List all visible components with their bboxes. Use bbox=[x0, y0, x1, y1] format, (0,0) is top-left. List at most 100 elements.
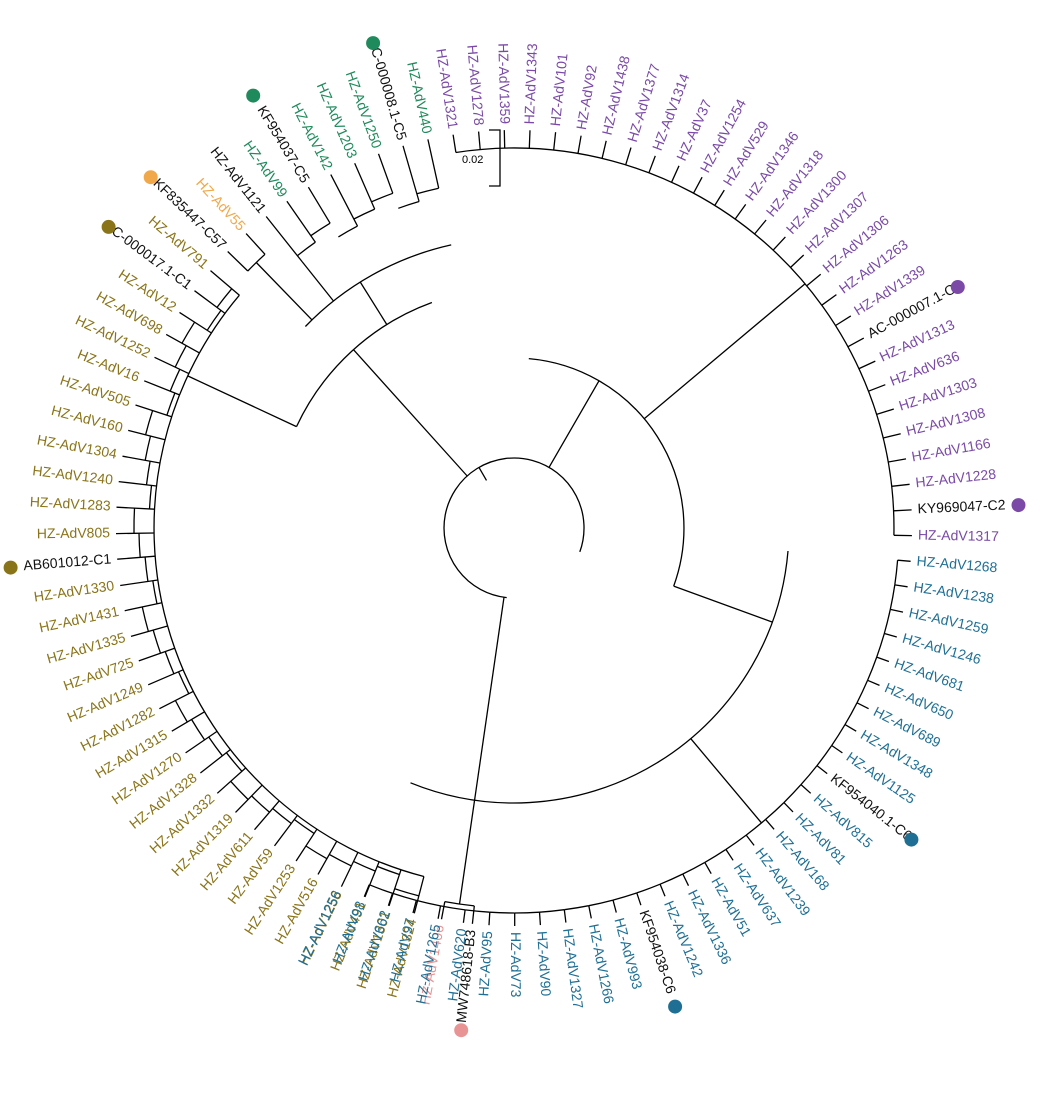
branch-segment bbox=[844, 724, 857, 732]
branch-segment bbox=[154, 356, 190, 375]
clade-c6-stem bbox=[673, 585, 773, 623]
clade-c5-arc bbox=[304, 244, 452, 327]
branch-segment bbox=[671, 165, 680, 183]
clade-c1-subarc bbox=[293, 818, 315, 834]
clade-c5-subarc bbox=[296, 241, 316, 257]
clade-c-arc bbox=[295, 301, 433, 427]
clade-c6-subarc bbox=[867, 656, 878, 681]
leaf-label: HZ-AdV1238 bbox=[913, 579, 996, 607]
branch-segment bbox=[868, 384, 886, 392]
branch-segment bbox=[704, 862, 712, 875]
clade-c1-subarc bbox=[152, 580, 158, 605]
branch-segment bbox=[117, 555, 156, 560]
clade-c1-subarc bbox=[152, 629, 162, 654]
branch-segment bbox=[725, 849, 734, 861]
clade-c1-stem bbox=[187, 375, 297, 428]
leaf-label: HZ-AdV1317 bbox=[918, 527, 999, 545]
branch-segment bbox=[330, 174, 359, 227]
branch-segment bbox=[254, 800, 280, 831]
clade-c6-subarc bbox=[682, 861, 706, 875]
branch-segment bbox=[402, 145, 420, 202]
branch-segment bbox=[124, 602, 163, 612]
clade-c6-subarc bbox=[783, 784, 802, 804]
branch-segment bbox=[772, 236, 786, 251]
branch-segment bbox=[185, 730, 218, 754]
clade-c6-subarc bbox=[883, 609, 891, 634]
clade-c5-subarc bbox=[371, 192, 394, 203]
root-stem bbox=[478, 467, 488, 481]
branch-segment bbox=[143, 380, 180, 396]
branch-segment bbox=[897, 559, 911, 562]
clade-c-stem bbox=[352, 349, 468, 477]
branch-segment bbox=[194, 290, 226, 314]
branch-segment bbox=[199, 749, 231, 774]
branch-segment bbox=[790, 254, 805, 268]
branch-segment bbox=[116, 506, 155, 510]
clade-c1-subarc bbox=[208, 736, 223, 757]
branch-segment bbox=[754, 219, 767, 235]
clade-c1-subarc bbox=[272, 808, 292, 825]
clade-c6-subarc bbox=[876, 633, 885, 658]
tree-branches bbox=[115, 130, 912, 926]
scale-bar-label: 0.02 bbox=[462, 154, 483, 166]
clade-c6-subarc bbox=[465, 909, 490, 913]
clade-c6-subarc bbox=[440, 905, 466, 911]
leaf-label: HZ-AdV1283 bbox=[29, 493, 111, 513]
branch-segment bbox=[883, 433, 901, 439]
clade-c1-subarc bbox=[144, 410, 154, 435]
branch-segment bbox=[693, 176, 703, 194]
clade-c6-subarc bbox=[539, 909, 565, 913]
branch-segment bbox=[118, 480, 157, 487]
branch-segment bbox=[377, 153, 394, 194]
leaf-label: HZ-AdV1268 bbox=[916, 553, 998, 576]
clade-c6-subarc bbox=[659, 873, 684, 885]
clade-c2-stem bbox=[643, 283, 806, 420]
clade-c6-subarc bbox=[816, 745, 833, 767]
reference-markers bbox=[3, 36, 1026, 1038]
branch-segment bbox=[471, 905, 475, 924]
branch-segment bbox=[894, 584, 908, 588]
branch-segment bbox=[216, 767, 247, 794]
reference-marker bbox=[454, 1023, 469, 1038]
reference-marker bbox=[3, 560, 18, 575]
branch-segment bbox=[876, 408, 894, 416]
branch-segment bbox=[427, 139, 440, 189]
branch-segment bbox=[138, 647, 175, 662]
reference-marker bbox=[246, 88, 261, 103]
branch-segment bbox=[835, 315, 852, 327]
reference-marker bbox=[366, 36, 381, 51]
branch-segment bbox=[765, 818, 775, 830]
clade-c5-subarc bbox=[416, 187, 439, 195]
clade-c2c6-stem bbox=[548, 380, 600, 468]
branch-segment bbox=[245, 233, 266, 255]
leaf-label: HZ-AdV1330 bbox=[33, 577, 116, 605]
reference-marker bbox=[101, 219, 116, 234]
clade-c6-subarc bbox=[844, 702, 858, 725]
leaf-labels: MW748618-B3HZ-AdV1406HZ-AdV1324HZ-AdV130… bbox=[23, 37, 1006, 1024]
branch-segment bbox=[891, 483, 910, 487]
branch-segment bbox=[462, 909, 466, 923]
clade-c6-subarc bbox=[416, 899, 441, 907]
clade-c6-subarc bbox=[489, 911, 515, 914]
leaf-label: HZ-AdV1327 bbox=[560, 927, 586, 1010]
clade-c6-subarc bbox=[831, 724, 846, 746]
clade-c1-subarc bbox=[145, 461, 151, 485]
branch-segment bbox=[128, 429, 166, 441]
branch-segment bbox=[783, 802, 794, 813]
leaf-label: HZ-AdV92 bbox=[573, 64, 600, 131]
branch-segment bbox=[806, 273, 822, 287]
branch-segment bbox=[413, 876, 425, 914]
branch-segment bbox=[800, 784, 812, 794]
clade-c6-subarc bbox=[612, 892, 638, 901]
branch-segment bbox=[452, 134, 457, 153]
branch-segment bbox=[893, 509, 912, 512]
branch-segment bbox=[235, 784, 263, 813]
clade-c6-subarc bbox=[392, 892, 417, 902]
branch-segment bbox=[179, 311, 212, 334]
clade-c6-subarc bbox=[745, 818, 767, 836]
leaf-label: AB601012-C1 bbox=[23, 550, 112, 573]
leaf-label: HZ-AdV90 bbox=[534, 930, 554, 996]
clade-c1-subarc bbox=[251, 795, 270, 813]
branch-segment bbox=[387, 893, 394, 906]
